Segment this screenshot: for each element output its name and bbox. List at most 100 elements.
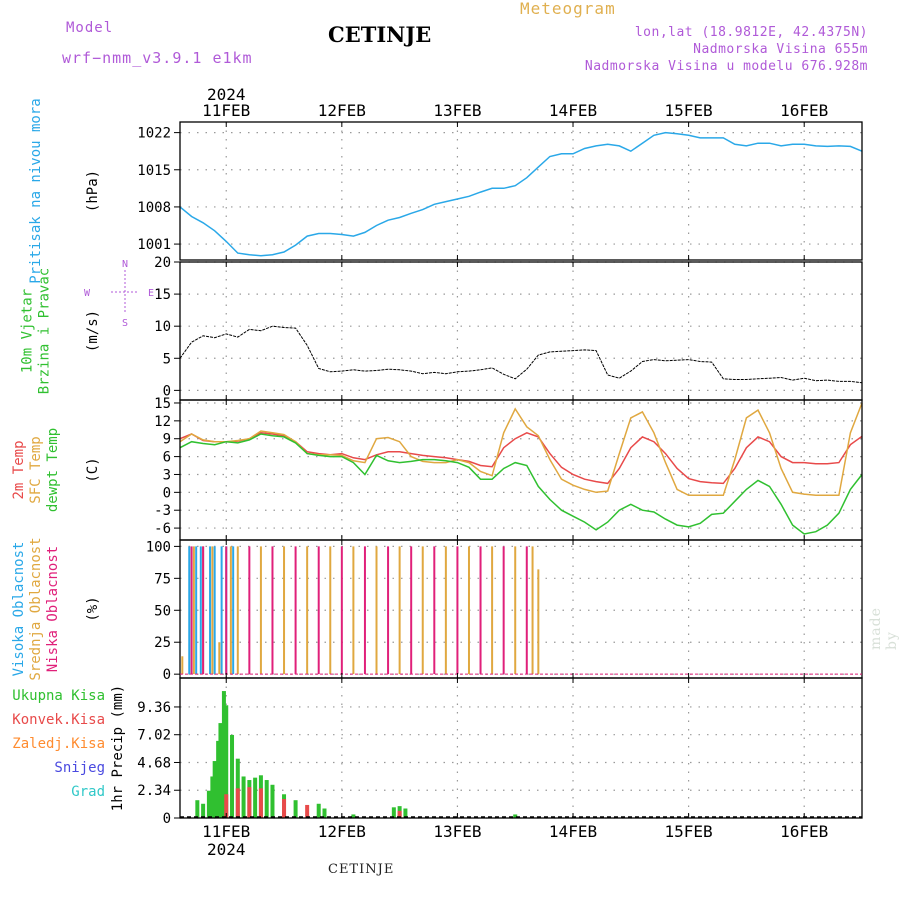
y-tick-label: 5 [163, 351, 171, 367]
panel-precip [174, 677, 863, 819]
panel-label-wind: Brzina i Pravac [37, 268, 53, 394]
y-tick-label: 75 [154, 571, 171, 587]
panel-temperature [174, 399, 863, 541]
precip-bar-precip_total [224, 705, 229, 818]
precip-bar-precip_total [210, 776, 215, 818]
precip-bar-precip_total [218, 723, 223, 818]
y-tick-label: 9 [163, 432, 171, 448]
y-tick-label: -6 [154, 521, 171, 537]
precip-bar-precip_total [253, 777, 258, 818]
coordinates: lon,lat (18.9812E, 42.4375N) [634, 25, 868, 40]
x-tick-label-top: 16FEB [780, 101, 828, 120]
watermark: made by Angel [868, 607, 900, 650]
y-tick-label: 4.68 [137, 755, 171, 771]
panel-label-cloud: Visoka Oblacnost [11, 542, 27, 677]
precip-bar-precip_total [293, 800, 298, 818]
panel-cloud [174, 539, 863, 679]
precip-bar-precip_total [270, 784, 275, 818]
precip-bar-precip_conv [247, 787, 252, 818]
y-tick-label: 25 [154, 635, 171, 651]
y-tick-label: 3 [163, 467, 171, 483]
x-tick-label-bottom: 13FEB [433, 822, 481, 841]
y-tick-label: 1022 [137, 126, 171, 142]
unit-label-cloud: (%) [85, 596, 101, 621]
panel-label-cloud: Niska Oblacnost [45, 546, 61, 672]
x-tick-label-top: 11FEB [202, 101, 250, 120]
unit-label-temperature: (C) [85, 457, 101, 482]
precip-legend-label: Zaledj.Kisa [12, 736, 105, 752]
model-label: Model [66, 20, 114, 36]
y-tick-label: 7.02 [137, 728, 171, 744]
model-name: wrf−nmm_v3.9.1 e1km [62, 49, 253, 67]
series-line-dew [179, 433, 863, 535]
unit-label-wind: (m/s) [85, 310, 101, 352]
precip-bar-precip_total [264, 780, 269, 818]
panel-label-wind: 10m Vjetar [20, 289, 36, 373]
precip-bar-precip_total [241, 776, 246, 818]
panel-wind [111, 261, 863, 401]
x-tick-label-bottom: 16FEB [780, 822, 828, 841]
compass-n: N [122, 259, 128, 270]
panel-label-pressure: Pritisak na nivou mora [28, 98, 44, 283]
unit-label-precip: 1hr Precip (mm) [110, 685, 126, 811]
y-tick-label: 20 [154, 255, 171, 271]
y-tick-label: -3 [154, 503, 171, 519]
compass-e: E [148, 288, 154, 299]
precip-legend-label: Snijeg [54, 760, 105, 776]
precip-bar-precip_total [206, 790, 211, 818]
station-altitude: Nadmorska Visina 655m [693, 42, 868, 57]
x-tick-label-top: 12FEB [318, 101, 366, 120]
panel-label-temperature: dewpt Temp [45, 428, 61, 512]
precip-bar-precip_conv [397, 810, 402, 818]
precip-legend-label: Ukupna Kisa [12, 688, 105, 704]
x-tick-label-top: 15FEB [665, 101, 713, 120]
precip-bar-precip_conv [235, 788, 240, 818]
y-tick-label: 0 [163, 485, 171, 501]
x-tick-label-bottom: 11FEB [202, 822, 250, 841]
footer-title: CETINJE [328, 862, 395, 877]
panel-label-temperature: 2m Temp [11, 440, 27, 499]
precip-legend-label: Konvek.Kisa [12, 712, 105, 728]
precip-bar-precip_total [351, 814, 356, 818]
precip-bar-precip_total [513, 814, 518, 818]
unit-label-pressure: (hPa) [85, 170, 101, 212]
y-tick-label: 6 [163, 450, 171, 466]
year-label-top: 2024 [207, 85, 246, 104]
y-tick-label: 0 [163, 383, 171, 399]
x-tick-label-bottom: 14FEB [549, 822, 597, 841]
precip-bar-precip_conv [258, 788, 263, 818]
series-line-wind_speed [179, 325, 863, 384]
y-tick-label: 0 [163, 811, 171, 827]
y-tick-label: 15 [154, 287, 171, 303]
y-tick-label: 1015 [137, 163, 171, 179]
panel-frame [179, 121, 863, 261]
precip-bar-precip_total [322, 808, 327, 818]
series-line-temp2m [179, 431, 863, 485]
y-tick-label: 10 [154, 319, 171, 335]
model-altitude: Nadmorska Visina u modelu 676.928m [584, 59, 868, 74]
precip-bar-precip_conv [305, 804, 310, 818]
precip-bar-precip_conv [224, 794, 229, 818]
y-tick-label: 100 [146, 539, 171, 555]
precip-bar-precip_total [195, 800, 200, 818]
panel-label-cloud: Srednja Oblacnost [28, 537, 44, 680]
x-tick-label-bottom: 12FEB [318, 822, 366, 841]
precip-legend-label: Grad [71, 784, 105, 800]
y-tick-label: 12 [154, 414, 171, 430]
precip-bar-precip_total [221, 691, 226, 818]
panel-label-temperature: SFC Temp [28, 436, 44, 503]
x-tick-label-bottom: 15FEB [665, 822, 713, 841]
y-tick-label: 50 [154, 603, 171, 619]
precip-bar-precip_conv [282, 799, 287, 818]
precip-bar-precip_total [316, 803, 321, 818]
precip-bar-precip_total [216, 740, 221, 818]
precip-bar-precip_total [212, 761, 217, 818]
panel-pressure [174, 121, 863, 261]
series-line-pressure [179, 131, 863, 257]
precip-bar-precip_total [201, 803, 206, 818]
precip-bar-precip_total [403, 808, 408, 818]
compass-s: S [122, 318, 128, 329]
meteogram-label: Meteogram [520, 0, 616, 18]
series-line-sfc [179, 402, 863, 497]
